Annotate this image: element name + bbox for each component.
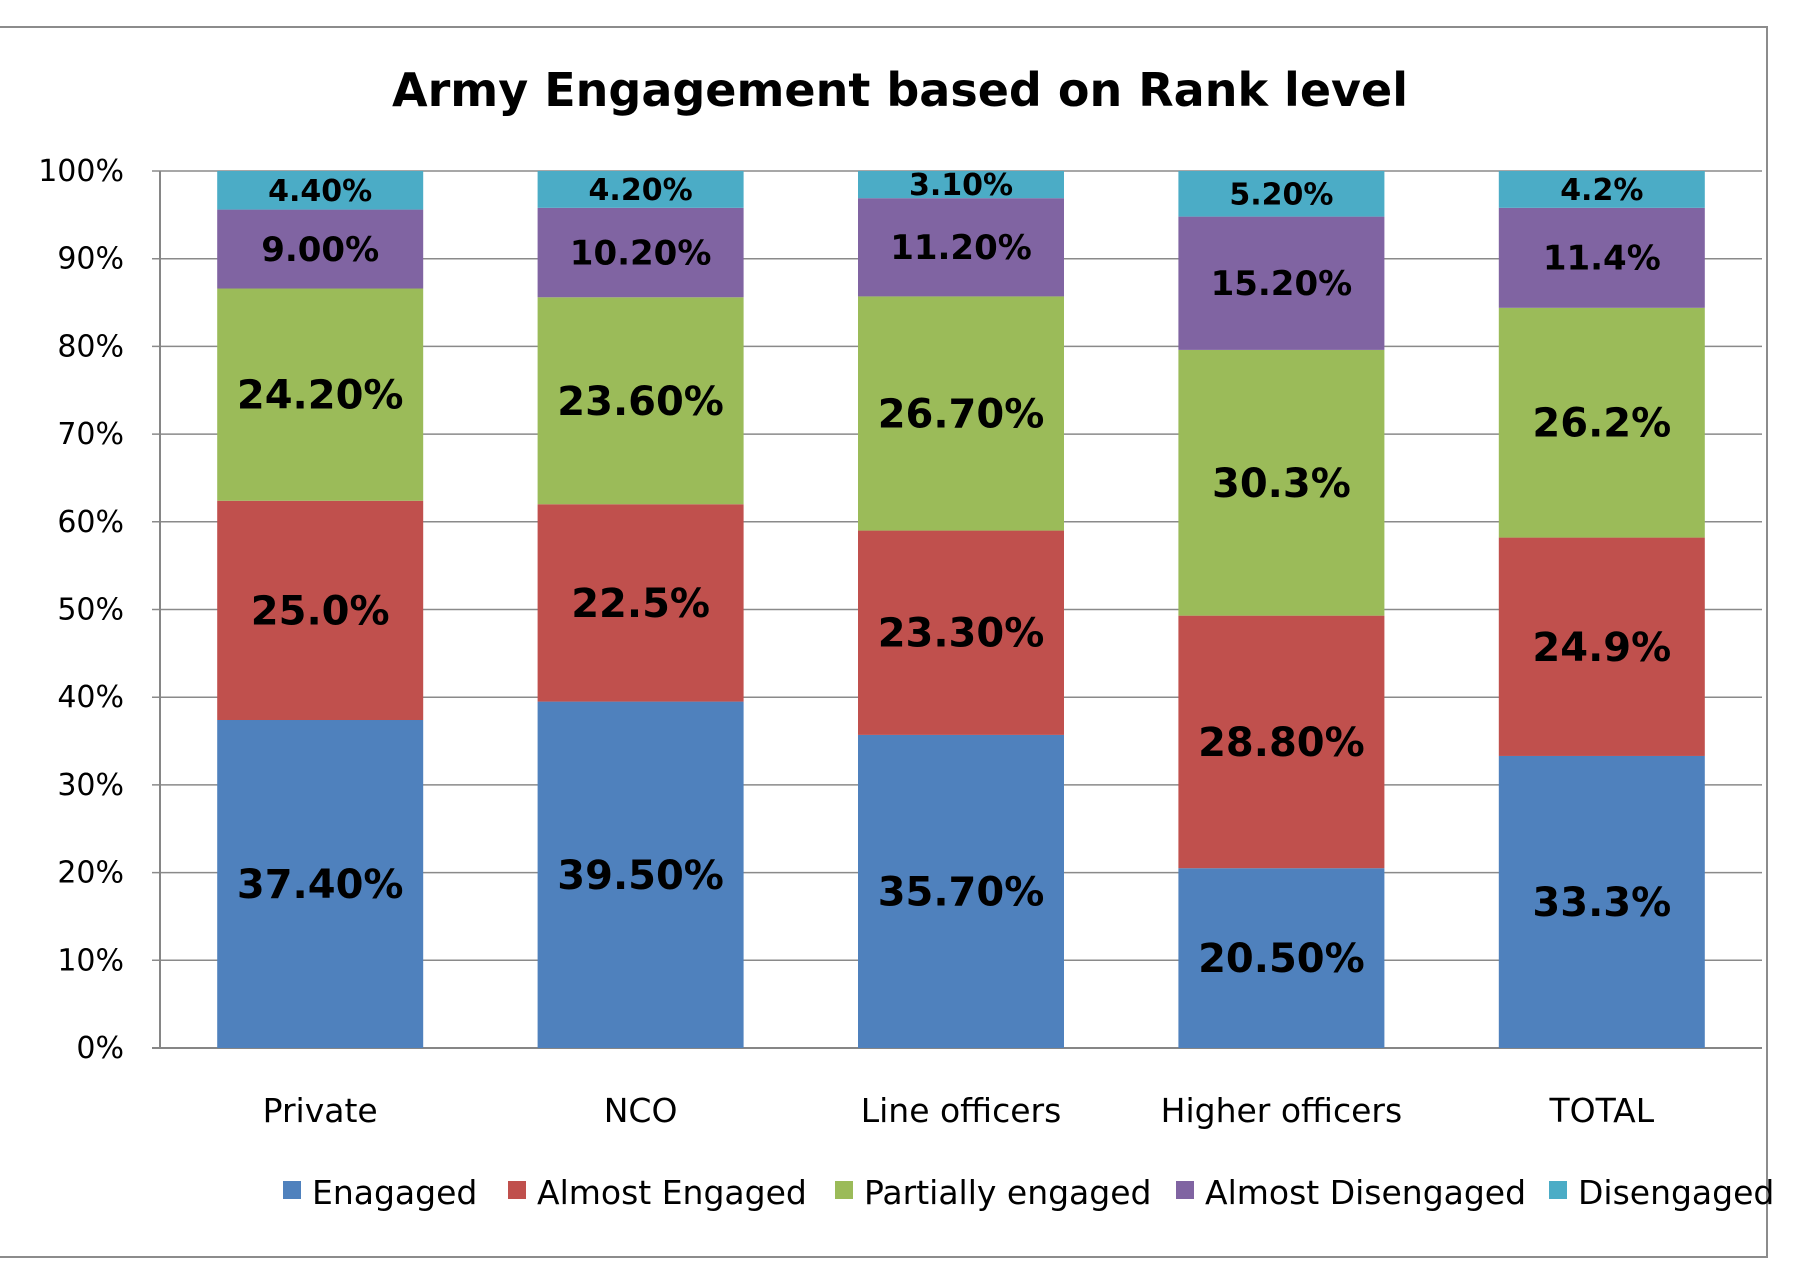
y-tick-label: 30% <box>57 768 124 803</box>
legend-label: Almost Engaged <box>537 1173 807 1212</box>
bar-segment <box>1178 216 1385 350</box>
y-tick-label: 20% <box>57 856 124 891</box>
x-tick-label: Higher officers <box>1161 1091 1403 1130</box>
y-tick-label: 0% <box>76 1031 124 1066</box>
bar-segment <box>1178 171 1385 217</box>
data-label: 11.4% <box>1543 239 1661 279</box>
y-tick-label: 80% <box>57 329 124 364</box>
bar-segment <box>537 701 744 1048</box>
data-label: 4.2% <box>1560 173 1643 208</box>
data-label: 24.9% <box>1532 625 1671 671</box>
bar-segment <box>1498 171 1705 208</box>
legend-swatch <box>835 1181 853 1199</box>
chart-title: Army Engagement based on Rank level <box>392 63 1408 117</box>
x-tick-label: Private <box>263 1091 378 1130</box>
data-label: 22.5% <box>571 581 710 627</box>
legend-swatch <box>1549 1181 1567 1199</box>
data-label: 4.40% <box>268 174 372 209</box>
legend: Enagaged Almost Engaged Partially engaged A… <box>283 1173 1774 1212</box>
bar-segment <box>217 171 424 210</box>
data-label: 39.50% <box>557 853 724 899</box>
bar-segment <box>217 209 424 289</box>
data-label: 20.50% <box>1198 936 1365 982</box>
data-label: 30.3% <box>1212 461 1351 507</box>
data-label: 9.00% <box>261 230 379 270</box>
data-label: 26.70% <box>878 391 1045 437</box>
y-tick-label: 40% <box>57 680 124 715</box>
bar-segment <box>1178 615 1385 869</box>
bar-segment <box>537 171 744 208</box>
bar-segment <box>1178 868 1385 1048</box>
bar-segment <box>217 720 424 1048</box>
legend-label: Almost Disengaged <box>1205 1173 1526 1212</box>
legend-swatch <box>1176 1181 1194 1199</box>
legend-swatch <box>283 1181 301 1199</box>
data-label: 4.20% <box>589 173 693 208</box>
bar-segment <box>217 500 424 721</box>
data-label: 26.2% <box>1532 401 1671 447</box>
x-tick-label: TOTAL <box>1548 1091 1654 1130</box>
x-axis-ticks: Private NCO Line officers Higher officers TO… <box>263 1091 1655 1130</box>
bar-segment <box>858 734 1064 1048</box>
bar-segment <box>537 207 744 298</box>
y-tick-label: 100% <box>38 154 124 189</box>
data-label: 33.3% <box>1532 880 1671 926</box>
data-labels: 37.40% 25.0% 24.20% 9.00% 4.40% 39.50% 22.5% 23… <box>237 168 1671 982</box>
bar-segment <box>1498 537 1705 756</box>
bar-segment <box>858 530 1064 735</box>
data-label: 10.20% <box>570 233 712 273</box>
bar-segment <box>217 288 424 501</box>
bars <box>217 171 1705 1048</box>
data-label: 23.60% <box>557 379 724 425</box>
bar-segment <box>1498 207 1705 308</box>
data-label: 23.30% <box>878 611 1045 657</box>
x-tick-label: NCO <box>604 1091 678 1130</box>
y-tick-label: 50% <box>57 593 124 628</box>
bar-segment <box>1498 307 1705 538</box>
y-tick-label: 90% <box>57 242 124 277</box>
legend-label: Enagaged <box>312 1173 477 1212</box>
data-label: 11.20% <box>890 228 1032 268</box>
x-tick-label: Line officers <box>861 1091 1062 1130</box>
y-axis-ticks: 0% 10% 20% 30% 40% 50% 60% 70% 80% 90% 100% <box>38 154 124 1066</box>
data-label: 28.80% <box>1198 720 1365 766</box>
data-label: 5.20% <box>1229 177 1333 212</box>
y-tick-label: 70% <box>57 417 124 452</box>
data-label: 24.20% <box>237 373 404 419</box>
bar-segment <box>537 297 744 505</box>
legend-label: Partially engaged <box>864 1173 1151 1212</box>
y-tick-label: 10% <box>57 943 124 978</box>
data-label: 25.0% <box>251 588 390 634</box>
bar-segment <box>1498 755 1705 1048</box>
data-label: 35.70% <box>878 869 1045 915</box>
bar-segment <box>858 198 1064 297</box>
bar-segment <box>537 504 744 702</box>
legend-label: Disengaged <box>1578 1173 1774 1212</box>
bar-segment <box>858 296 1064 531</box>
bar-segment <box>858 171 1064 199</box>
data-label: 3.10% <box>909 168 1013 203</box>
y-tick-label: 60% <box>57 505 124 540</box>
data-label: 37.40% <box>237 862 404 908</box>
data-label: 15.20% <box>1211 264 1353 304</box>
legend-swatch <box>508 1181 526 1199</box>
bar-segment <box>1178 349 1385 616</box>
